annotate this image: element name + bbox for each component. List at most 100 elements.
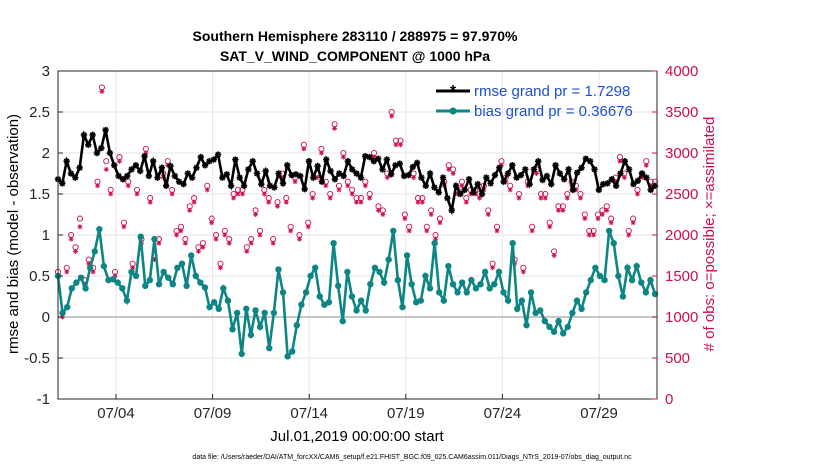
rmse-point bbox=[392, 162, 399, 169]
bias-point bbox=[628, 276, 636, 284]
assimilated-point bbox=[213, 236, 219, 242]
assimilated-point bbox=[288, 228, 294, 234]
bias-point bbox=[582, 289, 590, 296]
y-tick-label: 3 bbox=[42, 63, 50, 80]
assimilated-point bbox=[99, 89, 105, 94]
y2-tick-label: 2000 bbox=[665, 227, 698, 244]
rmse-point bbox=[535, 158, 542, 165]
assimilated-point bbox=[551, 253, 557, 258]
assimilated-point bbox=[459, 183, 465, 189]
rmse-point bbox=[310, 174, 317, 181]
assimilated-point bbox=[485, 212, 491, 217]
x-tick-label: 07/04 bbox=[97, 405, 135, 422]
bias-point bbox=[201, 284, 209, 291]
assimilated-point bbox=[635, 191, 641, 197]
rmse-point bbox=[314, 162, 321, 170]
assimilated-point bbox=[630, 220, 636, 226]
assimilated-point bbox=[77, 224, 83, 230]
rmse-point bbox=[167, 162, 174, 170]
rmse-point bbox=[128, 166, 135, 173]
rmse-point bbox=[370, 158, 378, 165]
assimilated-point bbox=[393, 142, 399, 148]
bias-point bbox=[261, 309, 268, 317]
bias-point bbox=[348, 293, 356, 300]
bias-point bbox=[279, 289, 287, 296]
y2-tick-label: 3500 bbox=[665, 104, 698, 121]
bias-point bbox=[77, 274, 85, 281]
assimilated-point bbox=[380, 212, 386, 217]
y2-tick-label: 2500 bbox=[665, 186, 698, 203]
bias-point bbox=[564, 323, 572, 331]
assimilated-point bbox=[626, 232, 632, 238]
assimilated-point bbox=[116, 158, 122, 164]
bias-point bbox=[86, 264, 94, 271]
assimilated-point bbox=[332, 125, 338, 131]
y2-tick-label: 1500 bbox=[665, 268, 698, 285]
bias-point bbox=[146, 276, 154, 284]
bias-point bbox=[399, 303, 406, 311]
bias-point bbox=[183, 282, 190, 290]
bias-point bbox=[160, 268, 167, 276]
assimilated-point bbox=[547, 224, 553, 230]
assimilated-point bbox=[494, 228, 500, 234]
rmse-point bbox=[465, 176, 473, 183]
bias-point bbox=[357, 297, 365, 304]
rmse-point bbox=[124, 172, 131, 180]
bias-point bbox=[256, 323, 264, 331]
y-tick-label: 2 bbox=[42, 145, 50, 162]
bias-point bbox=[367, 281, 374, 288]
assimilated-point bbox=[586, 232, 592, 238]
assimilated-point bbox=[384, 175, 390, 181]
bias-point bbox=[541, 317, 549, 325]
rmse-point bbox=[539, 176, 546, 184]
assimilated-point bbox=[95, 183, 101, 189]
assimilated-point bbox=[310, 195, 316, 201]
assimilated-point bbox=[147, 199, 153, 205]
rmse-point bbox=[491, 171, 499, 179]
assimilated-point bbox=[402, 216, 408, 222]
assimilated-point bbox=[182, 240, 188, 246]
rmse-point bbox=[439, 174, 447, 181]
rmse-point bbox=[180, 180, 187, 188]
assimilated-point bbox=[301, 146, 307, 152]
rmse-point bbox=[500, 178, 507, 185]
bias-point bbox=[509, 240, 516, 247]
y2-axis-label: # of obs: o=possible; ×=assimilated bbox=[701, 117, 718, 352]
assimilated-point bbox=[437, 220, 443, 226]
bias-point bbox=[96, 226, 103, 233]
rmse-point bbox=[102, 126, 109, 134]
assimilated-point bbox=[270, 240, 276, 246]
bias-point bbox=[394, 276, 402, 284]
bias-point bbox=[289, 348, 296, 355]
rmse-point bbox=[457, 190, 464, 198]
bias-point bbox=[587, 276, 594, 284]
rmse-point bbox=[422, 182, 429, 189]
assimilated-point bbox=[261, 191, 267, 197]
bias-point bbox=[619, 293, 627, 300]
legend-bias-marker bbox=[449, 107, 457, 115]
rmse-point bbox=[543, 172, 551, 180]
assimilated-point bbox=[275, 203, 281, 209]
bias-point bbox=[91, 248, 98, 255]
assimilated-point bbox=[520, 269, 526, 275]
assimilated-point bbox=[174, 232, 180, 238]
rmse-point bbox=[487, 180, 494, 187]
bias-point bbox=[284, 353, 291, 360]
assimilated-point bbox=[244, 248, 250, 254]
assimilated-point bbox=[222, 232, 228, 238]
assimilated-point bbox=[389, 113, 395, 119]
rmse-point bbox=[262, 167, 269, 175]
rmse-point bbox=[366, 153, 373, 161]
assimilated-point bbox=[406, 228, 412, 234]
assimilated-point bbox=[621, 175, 627, 181]
assimilated-point bbox=[340, 154, 346, 160]
y2-tick-label: 4000 bbox=[665, 63, 698, 80]
assimilated-point bbox=[599, 212, 605, 217]
bias-point bbox=[206, 303, 213, 311]
rmse-point bbox=[561, 176, 568, 183]
assimilated-point bbox=[577, 195, 583, 201]
bias-point bbox=[481, 268, 489, 276]
bias-point bbox=[376, 268, 383, 276]
bias-point bbox=[454, 289, 461, 296]
